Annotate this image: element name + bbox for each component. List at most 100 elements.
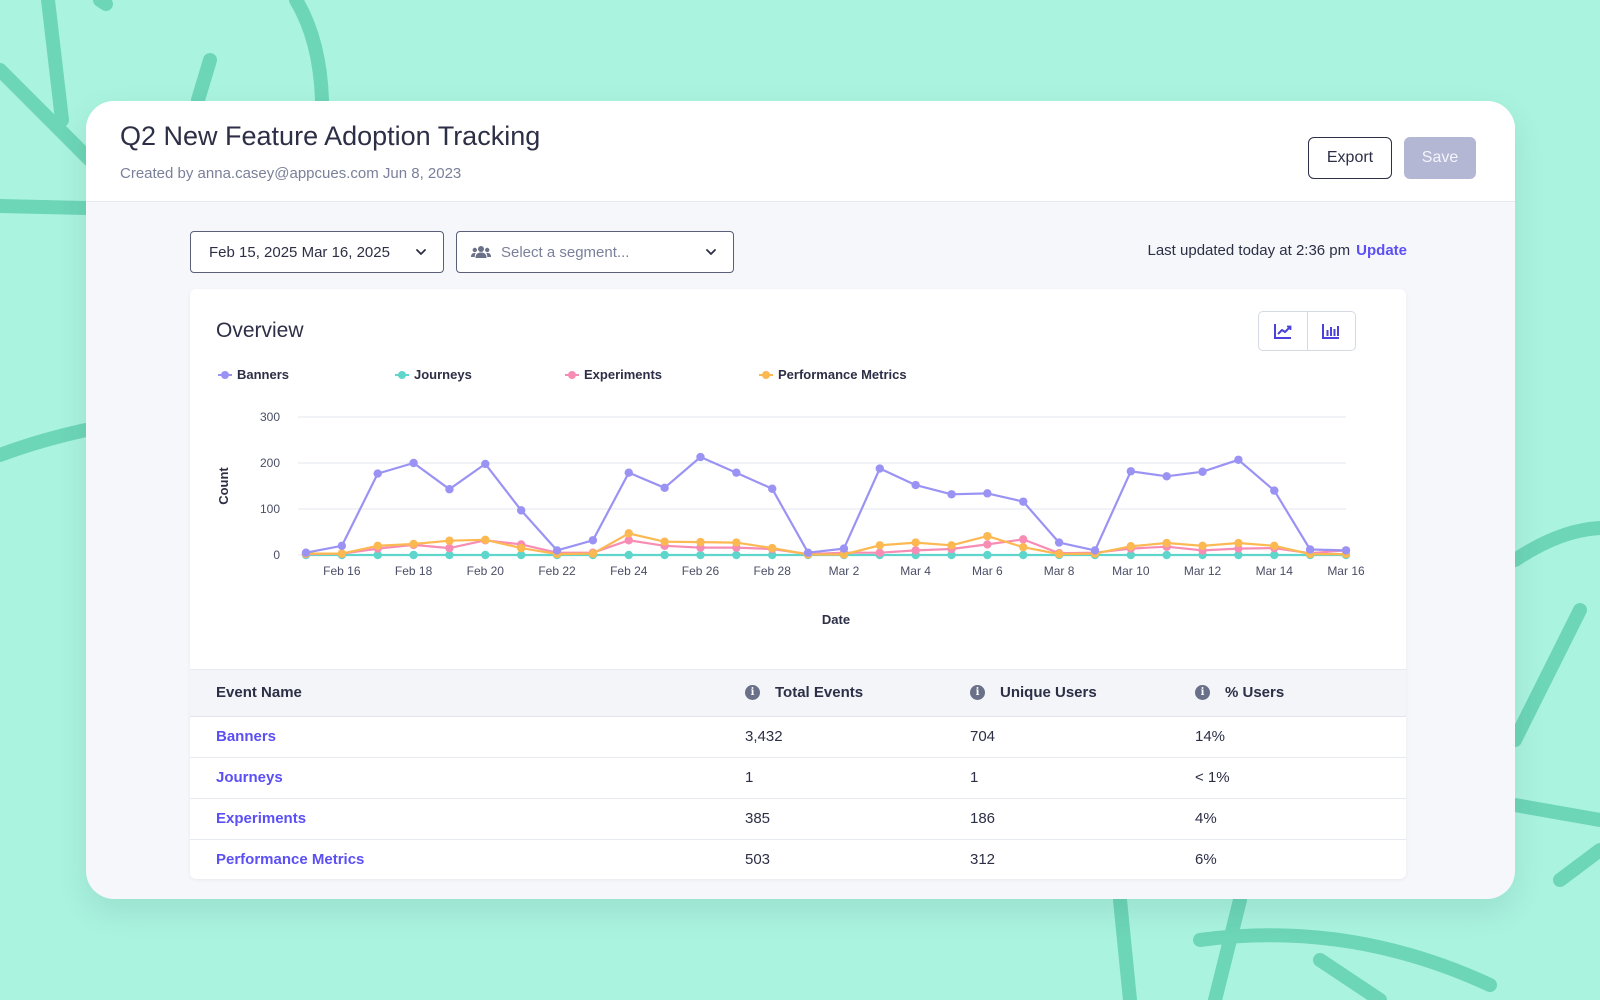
y-tick-label: 100 bbox=[260, 502, 280, 516]
data-point-performance-metrics bbox=[1019, 542, 1028, 552]
data-point-performance-metrics bbox=[445, 536, 454, 545]
x-axis-label: Date bbox=[822, 612, 850, 627]
data-point-performance-metrics bbox=[732, 538, 741, 547]
data-point-journeys bbox=[696, 550, 705, 560]
date-range-dropdown[interactable]: Feb 15, 2025 Mar 16, 2025 bbox=[190, 231, 444, 273]
series-line-banners bbox=[305, 455, 1347, 554]
event-name-link[interactable]: Banners bbox=[216, 728, 277, 745]
info-icon[interactable]: i bbox=[1195, 685, 1210, 700]
pct-users-cell: 4% bbox=[1195, 810, 1217, 827]
legend-label: Journeys bbox=[414, 367, 472, 382]
legend-item-banners[interactable]: Banners bbox=[218, 367, 289, 382]
data-point-performance-metrics bbox=[516, 543, 526, 553]
date-range-value: Feb 15, 2025 Mar 16, 2025 bbox=[209, 243, 390, 261]
unique-users-cell: 312 bbox=[970, 851, 996, 868]
data-point-performance-metrics bbox=[481, 535, 490, 545]
data-point-journeys bbox=[1019, 550, 1028, 560]
column-header-total-events: i Total Events bbox=[745, 684, 863, 701]
event-name-link[interactable]: Performance Metrics bbox=[216, 851, 365, 868]
data-point-performance-metrics bbox=[1162, 538, 1171, 548]
x-tick-label: Mar 4 bbox=[900, 564, 931, 578]
data-point-performance-metrics bbox=[875, 541, 884, 550]
bar-chart-view-button[interactable] bbox=[1306, 312, 1356, 350]
export-button[interactable]: Export bbox=[1308, 137, 1392, 179]
overview-title: Overview bbox=[216, 319, 304, 342]
data-point-banners bbox=[875, 464, 884, 473]
data-point-banners bbox=[1090, 546, 1100, 555]
y-axis-label: Count bbox=[216, 467, 231, 505]
x-tick-label: Feb 24 bbox=[610, 564, 648, 578]
chart-legend: Banners Journeys Experiments Performance… bbox=[218, 367, 1118, 387]
data-point-banners bbox=[624, 468, 633, 477]
data-point-performance-metrics bbox=[337, 549, 347, 558]
data-point-performance-metrics bbox=[1234, 538, 1243, 548]
data-point-banners bbox=[1270, 486, 1279, 495]
event-name-link[interactable]: Journeys bbox=[216, 769, 283, 786]
series-line-experiments bbox=[305, 538, 1347, 556]
data-point-journeys bbox=[660, 550, 669, 560]
line-chart-view-button[interactable] bbox=[1259, 312, 1307, 350]
report-header: Q2 New Feature Adoption Tracking Created… bbox=[86, 101, 1515, 202]
legend-label: Performance Metrics bbox=[778, 367, 907, 382]
data-point-performance-metrics bbox=[588, 549, 598, 558]
data-point-banners bbox=[983, 489, 992, 498]
data-point-banners bbox=[552, 546, 562, 555]
data-point-journeys bbox=[373, 550, 382, 560]
data-point-experiments bbox=[1019, 535, 1028, 544]
data-point-banners bbox=[481, 459, 490, 469]
legend-item-journeys[interactable]: Journeys bbox=[395, 367, 472, 382]
table-header: Event Name i Total Events i Unique Users… bbox=[190, 669, 1406, 717]
segment-dropdown[interactable]: Select a segment... bbox=[456, 231, 734, 273]
legend-item-performance-metrics[interactable]: Performance Metrics bbox=[759, 367, 907, 382]
total-events-cell: 503 bbox=[745, 851, 771, 868]
data-point-performance-metrics bbox=[660, 537, 669, 546]
data-point-performance-metrics bbox=[409, 539, 418, 549]
legend-swatch bbox=[395, 370, 409, 379]
x-tick-label: Feb 16 bbox=[323, 564, 361, 578]
data-point-banners bbox=[1341, 546, 1351, 555]
data-point-banners bbox=[1162, 472, 1171, 481]
save-button[interactable]: Save bbox=[1404, 137, 1476, 179]
event-name-link[interactable]: Experiments bbox=[216, 810, 307, 827]
update-link[interactable]: Update bbox=[1356, 242, 1407, 259]
data-point-journeys bbox=[409, 550, 418, 560]
data-point-performance-metrics bbox=[911, 538, 920, 547]
data-point-journeys bbox=[624, 550, 633, 560]
data-point-performance-metrics bbox=[1198, 541, 1207, 550]
x-tick-label: Mar 14 bbox=[1256, 564, 1294, 578]
column-header-pct-users: i % Users bbox=[1195, 684, 1284, 701]
overview-line-chart: 0 100 200 300 Feb 16 Feb 18 Feb 20 Feb 22 Feb 24… bbox=[216, 410, 1365, 627]
unique-users-cell: 704 bbox=[970, 728, 996, 745]
info-icon[interactable]: i bbox=[970, 685, 985, 700]
table-row: Journeys 1 1 < 1% bbox=[190, 758, 1406, 799]
data-point-performance-metrics bbox=[373, 541, 382, 550]
data-point-journeys bbox=[1162, 550, 1171, 560]
data-point-journeys bbox=[445, 550, 454, 560]
x-tick-label: Feb 26 bbox=[682, 564, 720, 578]
total-events-cell: 1 bbox=[745, 769, 754, 786]
data-point-banners bbox=[911, 480, 920, 490]
data-point-banners bbox=[1234, 455, 1243, 464]
x-tick-label: Feb 28 bbox=[754, 564, 792, 578]
overview-panel: Overview bbox=[190, 289, 1406, 879]
data-point-performance-metrics bbox=[839, 550, 849, 559]
data-point-performance-metrics bbox=[1126, 542, 1136, 551]
data-point-performance-metrics bbox=[696, 537, 705, 547]
table-row: Banners 3,432 704 14% bbox=[190, 717, 1406, 758]
legend-swatch bbox=[565, 370, 579, 379]
column-header-label: Total Events bbox=[775, 684, 864, 701]
events-table: Event Name i Total Events i Unique Users… bbox=[190, 669, 1406, 879]
x-tick-label: Mar 10 bbox=[1112, 564, 1150, 578]
info-icon[interactable]: i bbox=[745, 685, 760, 700]
x-tick-label: Mar 16 bbox=[1327, 564, 1365, 578]
data-point-experiments bbox=[624, 536, 633, 545]
legend-item-experiments[interactable]: Experiments bbox=[565, 367, 662, 382]
data-point-journeys bbox=[1234, 550, 1243, 560]
data-point-journeys bbox=[481, 550, 490, 560]
data-point-banners bbox=[1126, 467, 1136, 476]
data-point-banners bbox=[696, 452, 705, 462]
legend-label: Experiments bbox=[584, 367, 663, 382]
legend-swatch bbox=[759, 370, 773, 379]
unique-users-cell: 1 bbox=[970, 769, 979, 786]
data-point-banners bbox=[516, 506, 526, 515]
